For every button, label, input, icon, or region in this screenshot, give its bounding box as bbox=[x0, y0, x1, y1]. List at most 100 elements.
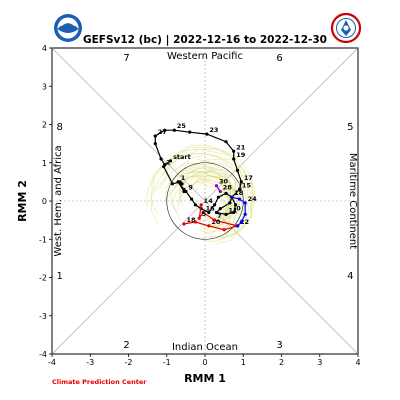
series-point bbox=[237, 197, 242, 201]
day-label: 19 bbox=[236, 151, 246, 159]
ensemble-track bbox=[167, 159, 245, 239]
phase-label: 8 bbox=[56, 122, 62, 133]
x-tick-label: 2 bbox=[279, 358, 284, 367]
series-point bbox=[212, 203, 217, 207]
day-label: 1 bbox=[181, 174, 186, 182]
phase-label: 2 bbox=[123, 340, 129, 351]
series-point bbox=[193, 220, 198, 224]
x-tick-label: 4 bbox=[355, 358, 360, 367]
x-tick-label: 1 bbox=[241, 358, 246, 367]
series-point bbox=[235, 224, 240, 228]
day-label: 21 bbox=[236, 143, 246, 151]
series-point bbox=[234, 203, 238, 207]
phase-boundaries bbox=[51, 47, 359, 355]
phase-label: 3 bbox=[276, 340, 282, 351]
day-label: 9 bbox=[188, 183, 193, 191]
day-label: 17 bbox=[244, 174, 253, 182]
ensemble-track bbox=[178, 170, 225, 220]
day-label: 7 bbox=[217, 212, 222, 220]
series-point bbox=[168, 159, 173, 163]
series-point bbox=[230, 195, 234, 199]
ensemble-track bbox=[150, 148, 254, 237]
series-point bbox=[235, 168, 240, 172]
series-point bbox=[239, 180, 243, 184]
region-label-right: Maritime Continent bbox=[347, 153, 358, 249]
day-label: 0 bbox=[236, 204, 241, 212]
series-point bbox=[201, 210, 205, 215]
ensemble-track bbox=[174, 170, 233, 222]
series-point bbox=[188, 130, 192, 134]
series-point bbox=[207, 210, 211, 215]
y-tick-label: -2 bbox=[39, 274, 47, 283]
series-point bbox=[224, 140, 228, 144]
x-tick-label: -1 bbox=[163, 358, 171, 367]
series-point bbox=[190, 197, 194, 201]
series-point bbox=[176, 180, 180, 184]
series-point bbox=[197, 216, 201, 220]
day-label: 16 bbox=[206, 204, 216, 212]
series-point bbox=[232, 149, 236, 153]
ensemble-track bbox=[179, 176, 232, 223]
day-label: 27 bbox=[158, 128, 167, 136]
region-label-left: West. Hem. and Africa bbox=[53, 145, 64, 256]
series-point bbox=[243, 212, 247, 216]
x-tick-label: 3 bbox=[317, 358, 322, 367]
series-point bbox=[212, 218, 217, 222]
x-tick-label: -3 bbox=[86, 358, 94, 367]
series-point bbox=[163, 163, 167, 167]
chart-title: GEFSv12 (bc) | 2022-12-16 to 2022-12-30 bbox=[83, 34, 327, 46]
y-tick-label: 2 bbox=[42, 121, 47, 130]
series-point bbox=[237, 187, 242, 192]
ensemble-track bbox=[172, 170, 231, 220]
ensemble-track bbox=[169, 161, 243, 231]
day-label: 23 bbox=[209, 126, 218, 134]
series-point bbox=[207, 224, 211, 228]
day-label: 15 bbox=[242, 182, 252, 190]
series-point bbox=[216, 195, 220, 199]
y-tick-label: 4 bbox=[42, 44, 47, 53]
series-point bbox=[243, 201, 247, 205]
day-label: 25 bbox=[177, 122, 187, 130]
series-point bbox=[224, 191, 228, 195]
series-point bbox=[224, 212, 228, 216]
series-point bbox=[214, 210, 219, 215]
series-point bbox=[153, 142, 157, 146]
noaa-logo bbox=[54, 14, 82, 42]
day-label: start bbox=[173, 153, 191, 161]
series-point bbox=[170, 182, 175, 186]
x-tick-label: -4 bbox=[48, 358, 56, 367]
phase-label: 6 bbox=[276, 53, 282, 64]
series-point bbox=[153, 134, 157, 138]
day-label: 14 bbox=[204, 197, 214, 205]
region-label-top: Western Pacific bbox=[167, 51, 243, 62]
series-line-0 bbox=[154, 129, 242, 216]
region-label-bottom: Indian Ocean bbox=[172, 342, 238, 353]
series-point bbox=[193, 203, 198, 207]
phase-label: 7 bbox=[123, 53, 129, 64]
ensemble-track bbox=[145, 144, 247, 235]
series-point bbox=[199, 203, 203, 207]
ensemble-track bbox=[154, 153, 254, 239]
ensemble-track bbox=[159, 153, 253, 240]
ensemble-track bbox=[193, 175, 232, 231]
x-tick-label: 0 bbox=[202, 358, 207, 367]
day-label: 22 bbox=[240, 218, 249, 226]
day-label: 28 bbox=[223, 183, 233, 191]
y-tick-label: 3 bbox=[42, 82, 47, 91]
series-point bbox=[232, 157, 236, 161]
y-tick-label: -4 bbox=[39, 350, 47, 359]
series-point bbox=[163, 128, 167, 132]
day-label: 24 bbox=[248, 195, 258, 203]
series-point bbox=[184, 189, 188, 194]
day-label: 2 bbox=[166, 159, 171, 167]
x-tick-label: -2 bbox=[125, 358, 133, 367]
day-label: 18 bbox=[186, 216, 196, 224]
ensemble-track bbox=[175, 175, 230, 222]
phase-label: 4 bbox=[347, 271, 353, 282]
y-axis-label: RMM 2 bbox=[16, 180, 29, 222]
day-label: 18 bbox=[234, 189, 244, 197]
phase-label: 5 bbox=[347, 122, 353, 133]
credit-text: Climate Prediction Center bbox=[52, 378, 147, 386]
